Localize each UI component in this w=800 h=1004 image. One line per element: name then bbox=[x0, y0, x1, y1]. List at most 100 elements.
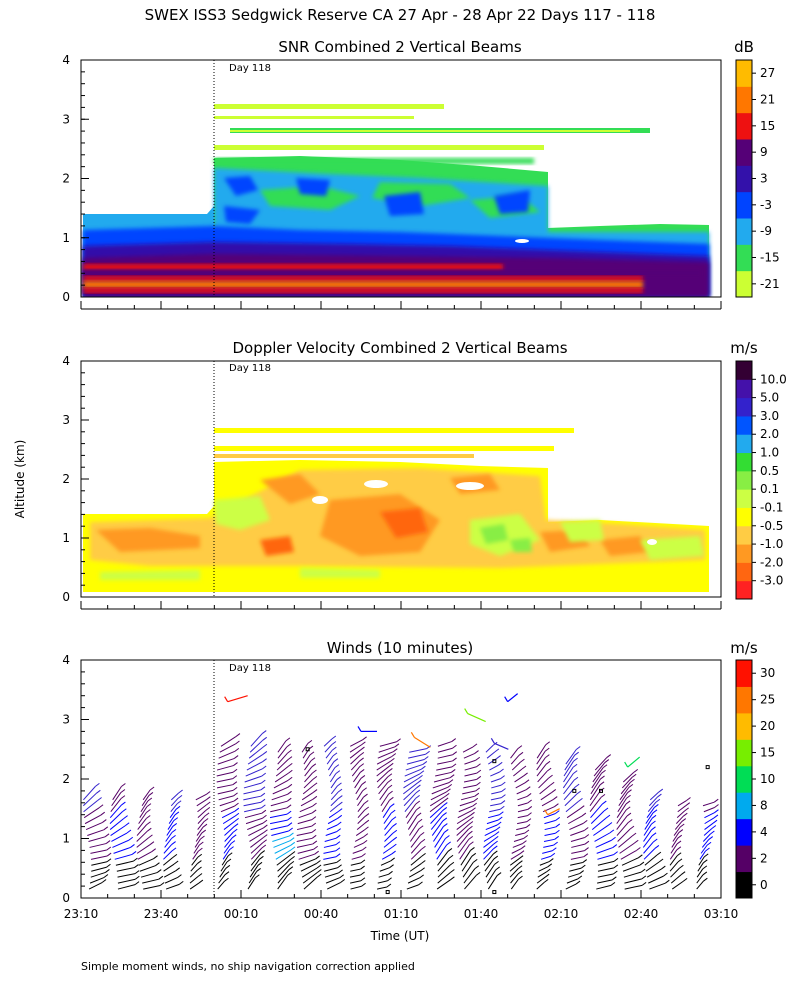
x-tick-label: 23:10 bbox=[64, 907, 99, 921]
wind-barb-flag bbox=[121, 801, 126, 806]
wind-barb bbox=[563, 766, 574, 783]
wind-barb bbox=[649, 791, 660, 801]
wind-barb bbox=[382, 846, 393, 854]
wind-barb-flag bbox=[197, 860, 202, 864]
wind-barb bbox=[463, 753, 475, 759]
wind-barb-flag bbox=[496, 872, 502, 876]
wind-barb-upper-flag bbox=[544, 809, 549, 816]
wind-barb-flag bbox=[416, 784, 421, 789]
wind-barb bbox=[189, 882, 200, 890]
wind-barb bbox=[513, 768, 523, 777]
dop-gap-1 bbox=[312, 496, 328, 504]
x-tick-label: 00:40 bbox=[304, 907, 339, 921]
wind-barb-flag bbox=[447, 848, 453, 852]
wind-barb bbox=[170, 803, 178, 813]
wind-barb-flag bbox=[197, 866, 202, 871]
wind-barb-flag bbox=[255, 874, 260, 879]
wind-barb bbox=[563, 760, 575, 777]
wind-barb-flag bbox=[387, 773, 393, 778]
wind-barb bbox=[90, 849, 107, 854]
wind-barb bbox=[111, 792, 122, 807]
calm-marker bbox=[385, 890, 390, 895]
wind-barb bbox=[327, 881, 341, 890]
wind-barb-flag bbox=[360, 865, 365, 870]
wind-barb-flag bbox=[261, 809, 267, 814]
wind-profile bbox=[269, 737, 296, 890]
wind-barb-flag bbox=[442, 812, 447, 816]
wind-barb-flag bbox=[652, 838, 658, 843]
wind-barb bbox=[353, 772, 361, 783]
calm-marker bbox=[572, 788, 577, 793]
wind-barb-flag bbox=[677, 834, 683, 839]
wind-barb-flag bbox=[641, 881, 647, 886]
wind-barb-flag bbox=[423, 756, 429, 760]
snr-y-axis: 0 1 2 3 4 bbox=[62, 53, 89, 304]
wind-barb-flag bbox=[416, 812, 422, 817]
wind-barb bbox=[357, 796, 364, 807]
wind-barb-flag bbox=[390, 857, 395, 862]
wind-barb-flag bbox=[584, 847, 589, 851]
wind-barb bbox=[384, 819, 393, 830]
wind-barb bbox=[570, 856, 584, 860]
wind-barb-flag bbox=[600, 775, 605, 780]
wind-barb bbox=[597, 879, 613, 884]
wind-barb-flag bbox=[574, 783, 580, 788]
wind-barb bbox=[277, 869, 290, 884]
wind-barb bbox=[434, 832, 445, 848]
wind-barb-flag bbox=[702, 859, 708, 864]
wind-barb-flag bbox=[450, 876, 455, 881]
wind-barb-flag bbox=[233, 792, 238, 797]
wind-barb bbox=[543, 844, 554, 848]
wind-barb-flag bbox=[106, 858, 112, 863]
wind-barb bbox=[273, 840, 291, 848]
doppler-title: Doppler Velocity Combined 2 Vertical Bea… bbox=[232, 339, 567, 357]
wind-barb-flag bbox=[387, 877, 392, 882]
wind-barb-flag bbox=[312, 782, 318, 787]
x-tick-label: 23:40 bbox=[144, 907, 179, 921]
wind-barb-flag bbox=[314, 850, 319, 855]
wind-barb-flag bbox=[499, 805, 505, 810]
wind-barb-flag bbox=[260, 792, 266, 797]
wind-barb bbox=[403, 787, 417, 801]
wind-barb bbox=[250, 733, 263, 747]
wind-barb-flag bbox=[665, 879, 670, 884]
wind-barb-flag bbox=[522, 840, 527, 845]
wind-barb-flag bbox=[581, 812, 587, 817]
wind-barb-flag bbox=[262, 814, 267, 819]
snr-band-red-3 bbox=[83, 288, 643, 293]
wind-barb-flag bbox=[471, 852, 477, 857]
wind-barb bbox=[512, 843, 523, 848]
wind-barb-flag bbox=[334, 764, 340, 769]
colorbar-swatch bbox=[736, 270, 752, 298]
wind-barb bbox=[457, 810, 472, 819]
wind-barb bbox=[136, 844, 151, 854]
wind-barb bbox=[643, 829, 652, 842]
wind-barb-flag bbox=[363, 833, 369, 838]
wind-profile bbox=[136, 786, 165, 890]
calm-marker bbox=[705, 765, 710, 770]
wind-barb bbox=[221, 810, 236, 819]
wind-barb bbox=[456, 819, 470, 830]
wind-barb bbox=[616, 822, 629, 836]
wind-barb-flag bbox=[714, 804, 719, 808]
wind-barb-flag bbox=[392, 829, 398, 834]
wind-barb bbox=[83, 800, 98, 813]
wind-barb bbox=[89, 877, 105, 884]
wind-barb-flag bbox=[469, 841, 474, 846]
wind-barb-flag bbox=[257, 861, 263, 866]
wind-barb-flag bbox=[599, 781, 605, 786]
wind-barb bbox=[405, 763, 424, 771]
wind-barb bbox=[403, 782, 418, 795]
wind-barb-flag bbox=[474, 865, 480, 870]
wind-barb bbox=[219, 868, 227, 878]
wind-barb bbox=[673, 826, 681, 836]
wind-barb bbox=[461, 856, 473, 872]
wind-barb-flag bbox=[612, 876, 617, 881]
wind-barb bbox=[196, 799, 207, 807]
wind-barb-flag bbox=[146, 803, 152, 808]
wind-barb bbox=[350, 862, 362, 866]
wind-barb-flag bbox=[448, 854, 454, 859]
wind-barb-flag bbox=[335, 841, 341, 845]
wind-barb-flag bbox=[123, 815, 128, 820]
wind-barb bbox=[489, 808, 501, 813]
